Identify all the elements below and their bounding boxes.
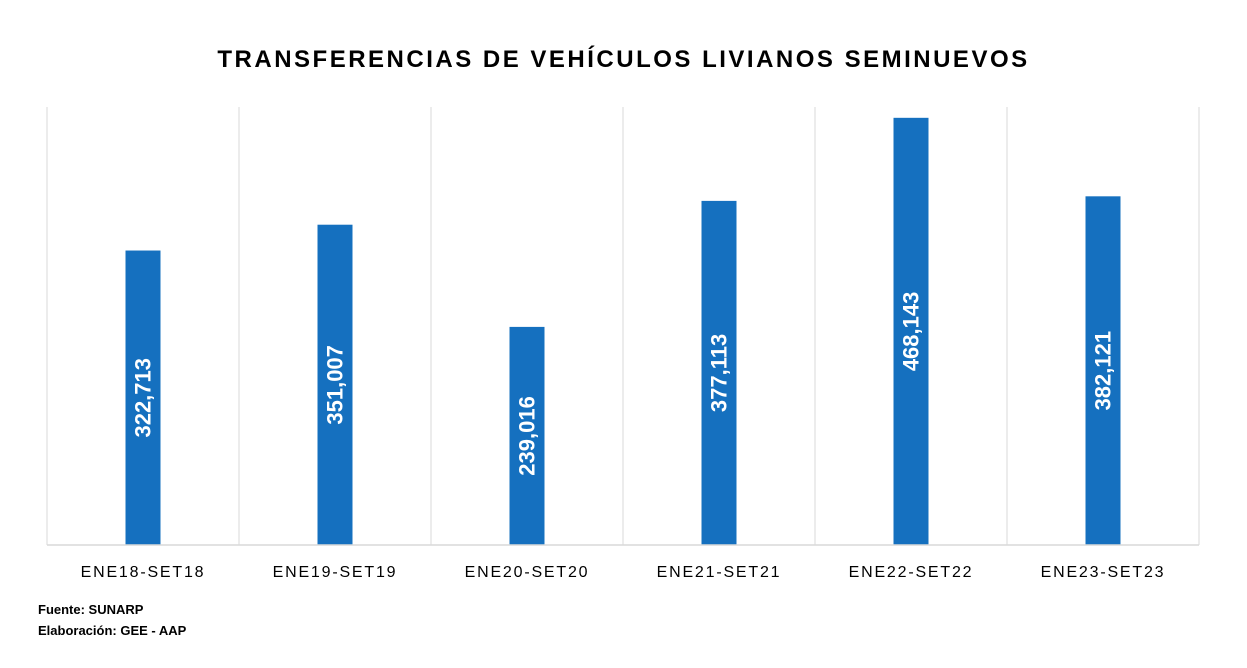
data-label: 377,113	[707, 334, 732, 412]
data-labels: 322,713 351,007 239,016 377,113 468,143 382,1…	[131, 292, 1116, 476]
bar	[701, 200, 737, 545]
bar	[317, 224, 353, 545]
data-label: 351,007	[323, 345, 348, 425]
grid-lines	[46, 107, 1200, 545]
bar	[125, 250, 161, 545]
data-label: 382,121	[1091, 331, 1116, 411]
x-tick-label: ENE18-SET18	[81, 564, 206, 581]
x-tick-label: ENE22-SET22	[849, 564, 974, 581]
credit-note: Elaboración: GEE - AAP	[38, 623, 187, 638]
data-label: 322,713	[131, 358, 156, 438]
x-tick-label: ENE21-SET21	[657, 564, 782, 581]
bars	[125, 117, 1121, 546]
bar	[509, 326, 545, 545]
data-label: 468,143	[899, 292, 924, 372]
x-tick-label: ENE19-SET19	[273, 564, 398, 581]
source-note: Fuente: SUNARP	[38, 602, 144, 617]
chart-title: TRANSFERENCIAS DE VEHÍCULOS LIVIANOS SEM…	[217, 46, 1030, 73]
data-label: 239,016	[515, 396, 540, 476]
x-tick-label: ENE23-SET23	[1041, 564, 1166, 581]
bar	[1085, 196, 1121, 546]
x-tick-label: ENE20-SET20	[465, 564, 590, 581]
bar	[893, 117, 929, 545]
x-tick-labels: ENE18-SET18 ENE19-SET19 ENE20-SET20 ENE21-S…	[81, 564, 1166, 581]
